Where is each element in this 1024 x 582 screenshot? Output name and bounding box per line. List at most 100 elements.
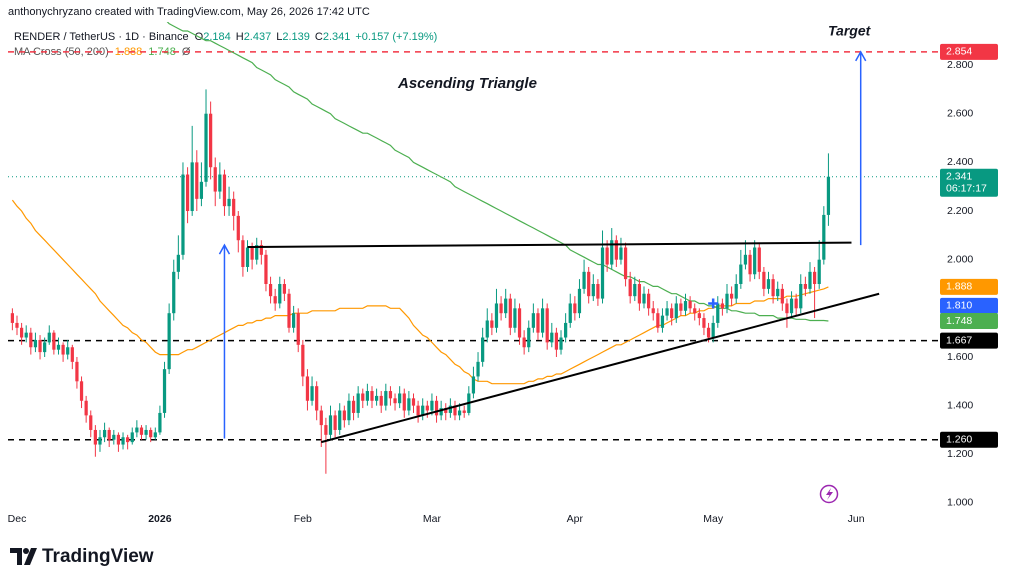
candle-body [287, 293, 291, 328]
x-tick-label: 2026 [148, 513, 172, 525]
candle-body [812, 271, 817, 285]
price-label: 1.667 [946, 334, 972, 346]
legend-value: 2.139 [282, 31, 310, 43]
candle-body [545, 308, 549, 343]
candle-body [47, 332, 51, 343]
candle-body [596, 284, 600, 299]
candle-body [10, 313, 14, 323]
candle-body [642, 293, 646, 304]
price-label: 1.260 [946, 433, 972, 445]
candle-body [591, 284, 595, 297]
ma-line [166, 22, 829, 322]
y-tick-label: 1.200 [947, 448, 973, 460]
candle-body [195, 162, 199, 199]
candle-body [688, 301, 692, 309]
candle-body [494, 303, 499, 328]
candle-body [199, 181, 204, 199]
candle-body [126, 437, 130, 443]
candle-body [398, 393, 402, 404]
candle-body [439, 408, 443, 416]
legend-key: H [236, 31, 244, 43]
legend-key: L [276, 31, 282, 43]
candle-body [52, 332, 56, 350]
candle-body [766, 279, 771, 289]
candle-body [43, 342, 47, 353]
candle-body [273, 296, 277, 304]
candle-body [753, 247, 757, 275]
candle-body [660, 315, 665, 328]
candle-body [504, 298, 508, 314]
x-tick-label: Jun [848, 513, 865, 525]
candle-body [587, 271, 591, 297]
price-label: 2.341 [946, 171, 972, 183]
candle-body [490, 320, 494, 328]
price-label: 1.748 [946, 315, 972, 327]
alert-icon [819, 484, 839, 504]
candle-body [98, 437, 102, 445]
candle-body [683, 301, 688, 311]
candle-body [462, 410, 466, 413]
legend-value: 2.437 [244, 31, 272, 43]
candle-body [38, 339, 42, 353]
y-tick-label: 1.600 [947, 351, 973, 363]
candle-body [393, 398, 397, 404]
price-label-box [940, 332, 998, 349]
candle-body [370, 391, 374, 401]
y-tick-label: 2.200 [947, 205, 973, 217]
legend-value: 2.184 [203, 31, 231, 43]
candle-body [651, 308, 655, 314]
candle-body [434, 400, 439, 416]
candle-body [255, 245, 259, 260]
candle-body [121, 437, 125, 445]
candle-body [577, 288, 582, 314]
price-label-box [940, 431, 998, 448]
candle-body [457, 410, 462, 416]
candle-body [268, 284, 273, 297]
candle-body [453, 405, 457, 416]
y-tick-label: 1.400 [947, 399, 973, 411]
candle-body [430, 400, 434, 411]
candle-body [679, 303, 683, 311]
candle-body [785, 303, 789, 314]
candle-body [623, 247, 628, 280]
trendline [321, 292, 880, 444]
candle-body [310, 386, 314, 401]
candle-body [204, 113, 208, 182]
candle-body [762, 271, 766, 289]
candle-body [347, 400, 351, 421]
candle-body [296, 313, 300, 345]
candle-body [619, 247, 623, 260]
candle-body [674, 303, 678, 319]
x-tick-label: Feb [294, 513, 312, 525]
x-tick-label: Apr [567, 513, 584, 525]
candle-body [637, 284, 642, 304]
plot-area [8, 22, 940, 474]
candle-body [725, 293, 729, 309]
candle-body [213, 167, 217, 192]
candle-body [780, 288, 784, 304]
candle-body [356, 393, 360, 413]
candle-body [711, 322, 715, 338]
candle-body [416, 405, 420, 416]
candle-body [531, 313, 535, 328]
candle-body [476, 361, 480, 377]
candle-body [720, 303, 725, 309]
candle-body [697, 313, 701, 319]
candle-body [218, 174, 222, 192]
candle-body [93, 429, 97, 445]
candle-body [89, 415, 93, 430]
candle-body [444, 408, 448, 413]
legend-value: 2.341 [323, 31, 351, 43]
price-label-countdown: 06:17:17 [946, 183, 987, 195]
candle-body [167, 313, 171, 370]
candle-body [743, 254, 748, 265]
candle-body [803, 284, 807, 289]
candle-body [508, 298, 512, 328]
candle-body [162, 369, 167, 413]
candle-body [771, 279, 775, 297]
candle-body [517, 308, 522, 338]
candle-body [328, 415, 333, 435]
y-tick-label: 2.000 [947, 253, 973, 265]
candle-body [107, 429, 111, 440]
